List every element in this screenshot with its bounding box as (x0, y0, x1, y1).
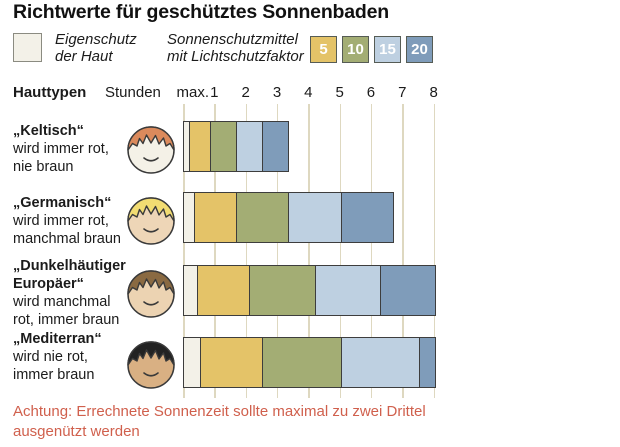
bar-segment (262, 122, 289, 171)
axis-tick-label: 3 (272, 84, 282, 101)
gridline (370, 104, 373, 398)
spf-15-chip: 15 (374, 36, 401, 63)
sun-time-bar-germanisch (183, 192, 394, 243)
self-protection-label: Eigenschutz der Haut (55, 31, 137, 65)
sun-time-bar-dunkelhaeutiger (183, 265, 436, 316)
bar-segment (184, 338, 200, 387)
skin-type-desc-keltisch: wird immer rot, nie braun (13, 141, 109, 175)
bar-segment (199, 338, 263, 387)
skin-type-desc-germanisch: wird immer rot, manchmal braun (13, 213, 121, 247)
skin-type-name-keltisch: „Keltisch“ (13, 123, 84, 139)
axis-max-prefix: max. (176, 84, 209, 101)
bar-segment (194, 193, 237, 242)
axis-tick-label: 1 (210, 84, 219, 101)
spf-legend-label: Sonnenschutzmittel mit Lichtschutzfaktor (167, 31, 304, 65)
gridline (433, 104, 436, 398)
axis-tick-label: 8 (429, 84, 438, 101)
bar-segment (197, 266, 250, 315)
spf-5-chip: 5 (310, 36, 337, 63)
gridline (308, 104, 310, 398)
bar-segment (418, 338, 435, 387)
bar-segment (288, 193, 341, 242)
column-header-hauttypen: Hauttypen (13, 84, 87, 101)
page-title: Richtwerte für geschütztes Sonnenbaden (13, 1, 389, 23)
axis-tick-label: 4 (304, 84, 313, 101)
warning-note: Achtung: Errechnete Sonnenzeit sollte ma… (13, 403, 426, 440)
axis-tick-label: 2 (241, 84, 250, 101)
skin-type-name-mediterran: „Mediterran“ (13, 331, 102, 347)
face-icon-germanisch (127, 197, 175, 245)
axis-tick-label: 7 (398, 84, 407, 101)
spf-20-chip: 20 (406, 36, 433, 63)
bar-segment (209, 122, 237, 171)
self-protection-swatch (13, 33, 42, 62)
bar-segment (184, 193, 195, 242)
bar-segment (340, 338, 419, 387)
bar-segment (236, 122, 263, 171)
axis-tick-label: 6 (366, 84, 376, 101)
bar-segment (314, 266, 380, 315)
bar-segment (236, 193, 289, 242)
gridline (402, 104, 404, 398)
bar-segment (249, 266, 315, 315)
bar-segment (184, 266, 198, 315)
face-icon-mediterran (127, 341, 175, 389)
bar-segment (262, 338, 341, 387)
gridline (276, 104, 279, 398)
skin-type-name-germanisch: „Germanisch“ (13, 195, 112, 211)
gridline (214, 104, 216, 398)
bar-segment (379, 266, 435, 315)
skin-type-desc-dunkelhaeutiger: wird manchmal rot, immer braun (13, 294, 120, 328)
skin-type-desc-mediterran: wird nie rot, immer braun (13, 349, 95, 383)
gridline (183, 104, 185, 398)
column-header-stunden: Stunden (105, 84, 161, 101)
face-icon-keltisch (127, 126, 175, 174)
spf-10-chip: 10 (342, 36, 369, 63)
gridline (339, 104, 342, 398)
bar-segment (340, 193, 393, 242)
skin-type-name-dunkelhaeutiger: „Dunkelhäutiger Europäer“ (13, 258, 126, 292)
sun-time-bar-keltisch (183, 121, 290, 172)
face-icon-dunkelhaeutiger (127, 270, 175, 318)
bar-segment (184, 122, 190, 171)
sun-time-bar-mediterran (183, 337, 436, 388)
bar-segment (189, 122, 210, 171)
gridline (245, 104, 248, 398)
axis-tick-label: 5 (335, 84, 344, 101)
